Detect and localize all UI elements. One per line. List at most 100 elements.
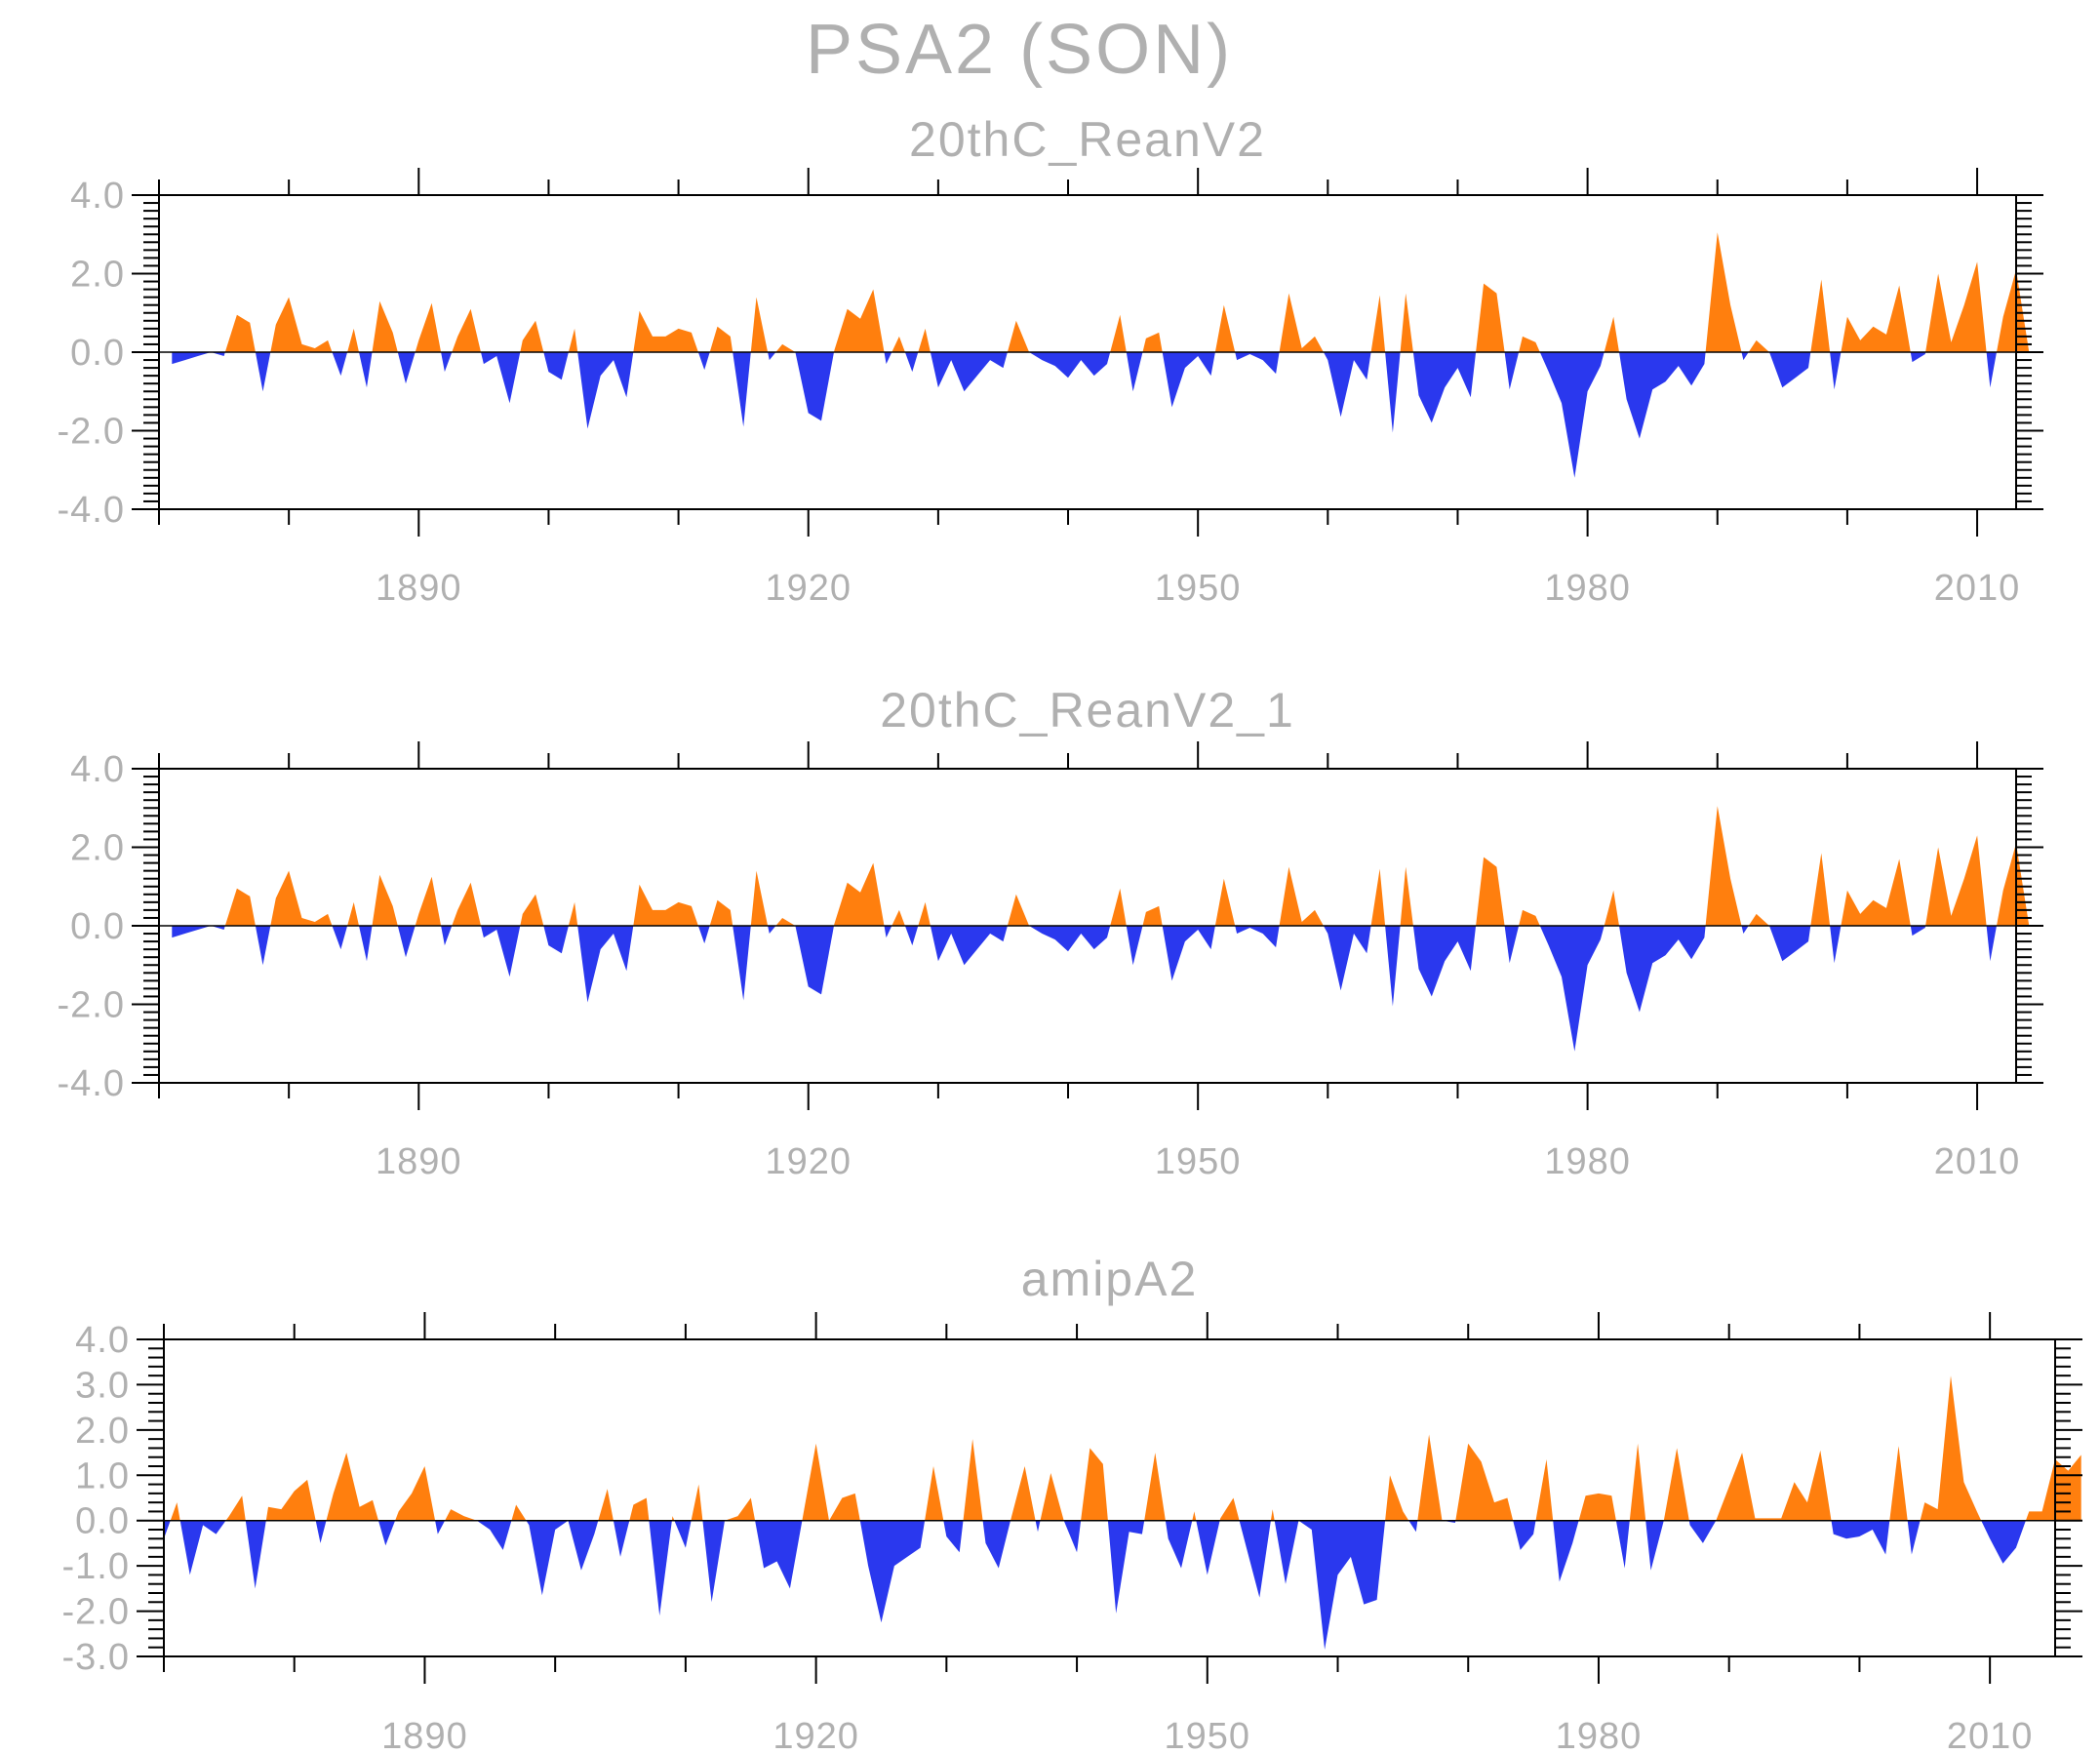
positive-anomaly-area (1219, 1497, 1240, 1521)
negative-anomaly-area (211, 352, 225, 356)
positive-anomaly-area (1110, 888, 1127, 926)
positive-anomaly-area (568, 901, 578, 926)
positive-anomaly-area (347, 901, 359, 926)
positive-anomaly-area (1748, 913, 1769, 926)
positive-anomaly-area (1841, 285, 1911, 352)
negative-anomaly-area (1126, 352, 1143, 392)
panel-20thc-reanv2: 20thC_ReanV2 1890 1920 1950 1980 2010 -4.0 -2.0… (58, 112, 2043, 609)
negative-anomaly-area (1029, 352, 1111, 379)
y-tick-label: 4.0 (75, 1320, 130, 1361)
positive-anomaly-area (1081, 1448, 1108, 1521)
negative-anomaly-area (359, 926, 373, 962)
negative-anomaly-area (674, 1520, 692, 1548)
negative-anomaly-area (702, 1520, 725, 1603)
positive-anomaly-area (691, 1484, 703, 1521)
negative-anomaly-area (859, 1520, 926, 1623)
positive-anomaly-area (1810, 279, 1831, 352)
positive-anomaly-area (918, 328, 931, 352)
negative-anomaly-area (1615, 1520, 1630, 1569)
negative-anomaly-area (1412, 926, 1477, 997)
positive-anomaly-area (1476, 283, 1505, 352)
negative-anomaly-area (930, 926, 1008, 966)
negative-anomaly-area (1830, 926, 1842, 964)
positive-anomaly-area (892, 336, 905, 352)
negative-anomaly-area (1831, 1520, 1890, 1555)
positive-anomaly-area (1705, 806, 1742, 926)
negative-anomaly-area (441, 352, 453, 373)
y-tick-label: -4.0 (58, 490, 125, 531)
positive-anomaly-area (1279, 293, 1324, 352)
x-tick-label: 1890 (381, 1716, 468, 1754)
y-tick-label: 2.0 (75, 1411, 130, 1452)
negative-anomaly-area (884, 352, 892, 365)
positive-anomaly-area (2025, 1455, 2081, 1521)
negative-anomaly-area (1239, 1520, 1271, 1598)
negative-anomaly-area (172, 926, 212, 938)
y-tick-label: -3.0 (62, 1637, 130, 1678)
negative-anomaly-area (1385, 926, 1401, 1007)
positive-anomaly-area (452, 308, 481, 352)
y-tick-label: 4.0 (70, 176, 125, 217)
negative-anomaly-area (481, 352, 521, 404)
negative-anomaly-area (211, 926, 225, 930)
negative-anomaly-area (1196, 1520, 1220, 1575)
negative-anomaly-area (1235, 352, 1280, 375)
x-tick-label: 1920 (765, 1141, 852, 1182)
positive-anomaly-area (225, 1495, 246, 1521)
positive-anomaly-area (326, 1453, 378, 1521)
panel-title: 20thC_ReanV2_1 (880, 683, 1295, 737)
positive-anomaly-area (1144, 1453, 1166, 1521)
positive-anomaly-area (270, 870, 333, 926)
positive-anomaly-area (520, 320, 544, 352)
positive-anomaly-area (671, 1516, 675, 1521)
negative-anomaly-area (1063, 1520, 1082, 1553)
negative-anomaly-area (1907, 1520, 1921, 1555)
positive-anomaly-area (1705, 232, 1742, 352)
negative-anomaly-area (164, 1520, 171, 1539)
negative-anomaly-area (1769, 926, 1811, 962)
positive-anomaly-area (1810, 853, 1831, 926)
y-tick-label: 4.0 (70, 749, 125, 790)
negative-anomaly-area (1619, 352, 1706, 439)
plot-frame (163, 1338, 2056, 1657)
positive-anomaly-area (829, 1493, 860, 1521)
positive-anomaly-area (633, 310, 698, 352)
positive-anomaly-area (1604, 890, 1619, 926)
y-tick-label: -2.0 (58, 985, 125, 1026)
positive-anomaly-area (1578, 1493, 1616, 1521)
negative-anomaly-area (255, 352, 271, 392)
negative-anomaly-area (733, 352, 751, 427)
positive-anomaly-area (1010, 1466, 1036, 1521)
positive-anomaly-area (1192, 1511, 1197, 1521)
positive-anomaly-area (834, 862, 885, 926)
negative-anomaly-area (1553, 1520, 1579, 1582)
positive-anomaly-area (629, 1497, 650, 1521)
positive-anomaly-area (1889, 1446, 1908, 1521)
negative-anomaly-area (179, 1520, 226, 1575)
positive-anomaly-area (224, 314, 256, 352)
negative-anomaly-area (1830, 352, 1842, 390)
negative-anomaly-area (1981, 1520, 2026, 1564)
positive-anomaly-area (598, 1489, 614, 1521)
x-tick-label: 1980 (1544, 568, 1631, 609)
negative-anomaly-area (1035, 1520, 1041, 1533)
negative-anomaly-area (1539, 926, 1605, 1052)
negative-anomaly-area (315, 1520, 327, 1543)
positive-anomaly-area (1519, 336, 1540, 352)
positive-anomaly-area (918, 901, 931, 926)
y-tick-label: -2.0 (58, 412, 125, 453)
positive-anomaly-area (1417, 1434, 1443, 1521)
positive-anomaly-area (1629, 1443, 1646, 1521)
negative-anomaly-area (1910, 926, 1926, 937)
negative-anomaly-area (1298, 1520, 1386, 1650)
positive-anomaly-area (1214, 878, 1236, 926)
x-tick-label: 1950 (1155, 568, 1242, 609)
x-tick-label: 1950 (1155, 1141, 1242, 1182)
panel-title: amipA2 (1021, 1252, 1199, 1306)
negative-anomaly-area (568, 1520, 599, 1571)
positive-anomaly-area (633, 884, 698, 926)
positive-anomaly-area (415, 302, 442, 352)
positive-anomaly-area (725, 1497, 756, 1521)
negative-anomaly-area (1769, 352, 1811, 388)
positive-anomaly-area (1400, 293, 1413, 352)
